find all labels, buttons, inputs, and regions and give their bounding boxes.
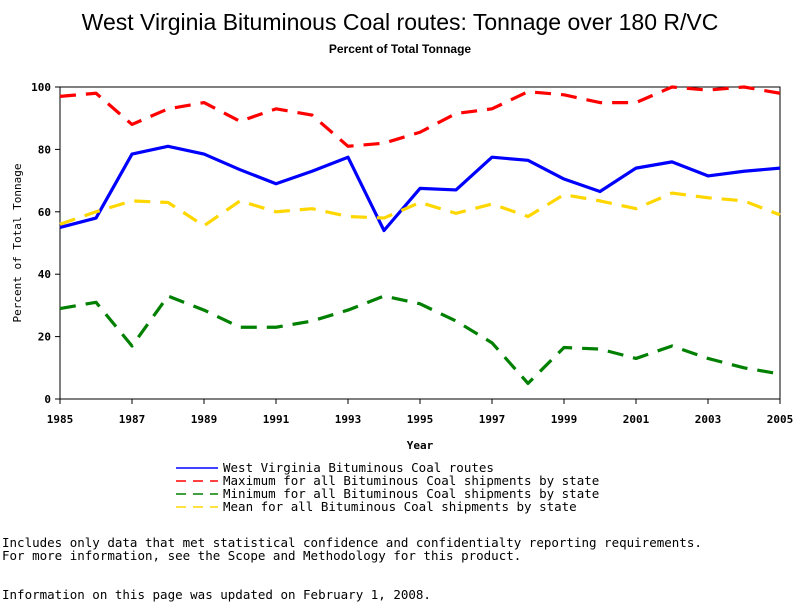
y-axis: 0 20 40 60 80 100 (31, 81, 60, 406)
y-tick-label: 40 (38, 268, 51, 281)
series-line-3 (59, 294, 781, 385)
note-confidence: Includes only data that met statistical … (2, 535, 702, 550)
chart-title: West Virginia Bituminous Coal routes: To… (82, 9, 719, 35)
legend-label-3: Minimum for all Bituminous Coal shipment… (223, 486, 599, 501)
series-line-1 (59, 144, 781, 233)
series-line-4 (59, 191, 781, 228)
x-tick-label: 1999 (551, 413, 578, 426)
note-methodology: For more information, see the Scope and … (2, 548, 522, 563)
y-tick-label: 20 (38, 331, 51, 344)
x-tick-label: 1991 (263, 413, 290, 426)
x-axis: 1985 1987 1989 1991 1993 1995 1997 1999 2001 2003… (47, 399, 794, 426)
series-line-2 (59, 85, 781, 148)
y-tick-label: 0 (44, 393, 51, 406)
legend-label-1: West Virginia Bituminous Coal routes (223, 460, 494, 475)
legend-label-2: Maximum for all Bituminous Coal shipment… (223, 473, 599, 488)
plot-area: 1985 1987 1989 1991 1993 1995 1997 1999 2001 2003… (31, 81, 793, 426)
x-tick-label: 1987 (119, 413, 146, 426)
y-tick-label: 60 (38, 206, 51, 219)
series-layer (59, 85, 781, 385)
y-tick-label: 80 (38, 143, 51, 156)
legend: West Virginia Bituminous Coal routesMaxi… (176, 460, 599, 514)
x-tick-label: 2003 (695, 413, 722, 426)
y-tick-label: 100 (31, 81, 51, 94)
x-tick-label: 1997 (479, 413, 506, 426)
note-updated: Information on this page was updated on … (2, 587, 431, 602)
x-tick-label: 2001 (623, 413, 650, 426)
x-tick-label: 1995 (407, 413, 434, 426)
x-tick-label: 2005 (767, 413, 794, 426)
x-tick-label: 1989 (191, 413, 218, 426)
x-tick-label: 1985 (47, 413, 74, 426)
legend-label-4: Mean for all Bituminous Coal shipments b… (223, 499, 577, 514)
x-tick-label: 1993 (335, 413, 362, 426)
chart-subtitle: Percent of Total Tonnage (329, 42, 472, 56)
y-axis-label: Percent of Total Tonnage (11, 164, 24, 323)
x-axis-label: Year (407, 439, 434, 452)
